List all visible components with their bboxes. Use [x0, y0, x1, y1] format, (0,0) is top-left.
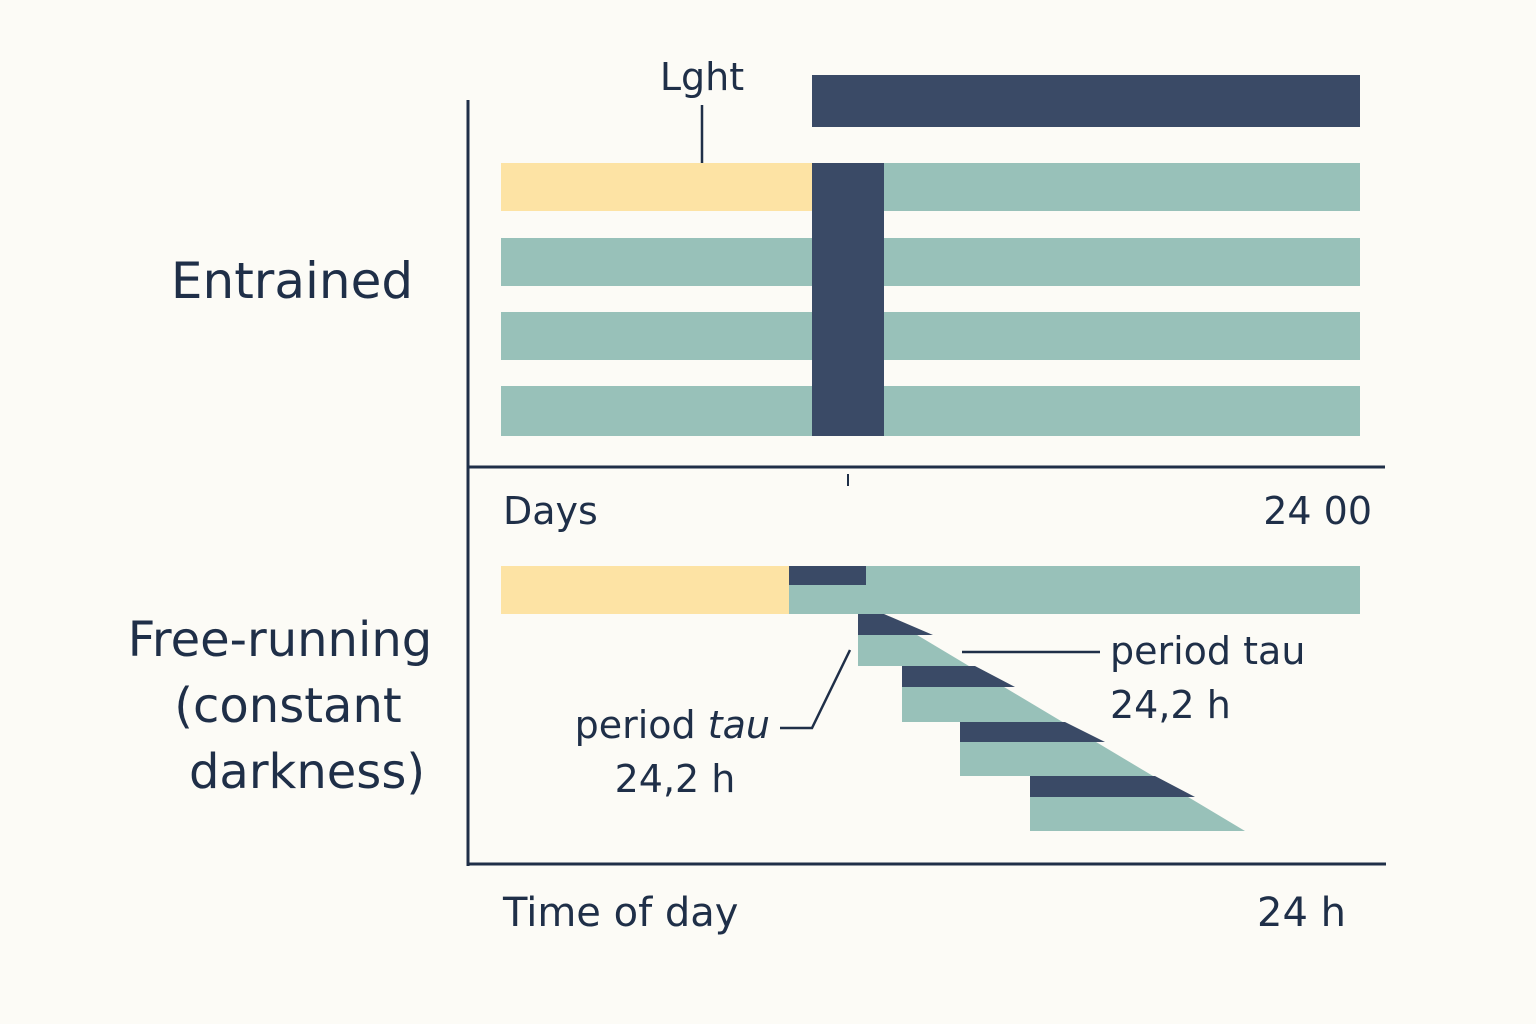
- rest-bar: [789, 566, 1360, 614]
- period-left-label: period tau: [575, 703, 770, 747]
- rest-bar: [501, 238, 1360, 286]
- light-phase-bar: [501, 566, 789, 614]
- period-left-value: 24,2 h: [615, 757, 736, 801]
- free-running-label-line2: (constant: [174, 678, 401, 734]
- entrained-panel: Lght Entrained: [171, 55, 1360, 436]
- light-label: Lght: [660, 55, 744, 99]
- activity-column: [812, 163, 884, 436]
- activity-bar: [789, 566, 866, 585]
- activity-sliver: [1030, 776, 1195, 797]
- free-running-label-line1: Free-running: [128, 612, 432, 668]
- days-label: Days: [503, 489, 598, 533]
- activity-sliver: [960, 722, 1105, 742]
- rest-bar: [501, 386, 1360, 436]
- activity-sliver: [858, 614, 933, 635]
- light-phase-bar: [501, 163, 813, 211]
- rest-bar: [884, 163, 1360, 211]
- free-running-label-line3: darkness): [189, 744, 425, 800]
- rest-bar: [501, 312, 1360, 360]
- period-left-leader: [780, 649, 852, 730]
- entrained-label: Entrained: [171, 252, 413, 310]
- free-running-panel: Free-running (constant darkness) period …: [128, 566, 1360, 831]
- period-right-value: 24,2 h: [1110, 683, 1231, 727]
- activity-sliver: [902, 666, 1015, 687]
- time-of-day-label: Time of day: [502, 890, 738, 936]
- time-end-label: 24 h: [1257, 890, 1346, 936]
- top-activity-bar: [812, 75, 1360, 127]
- period-right-label: period tau: [1110, 629, 1305, 673]
- axes: Days 24 00 Time of day 24 h: [466, 100, 1386, 936]
- days-end-label: 24 00: [1263, 489, 1372, 533]
